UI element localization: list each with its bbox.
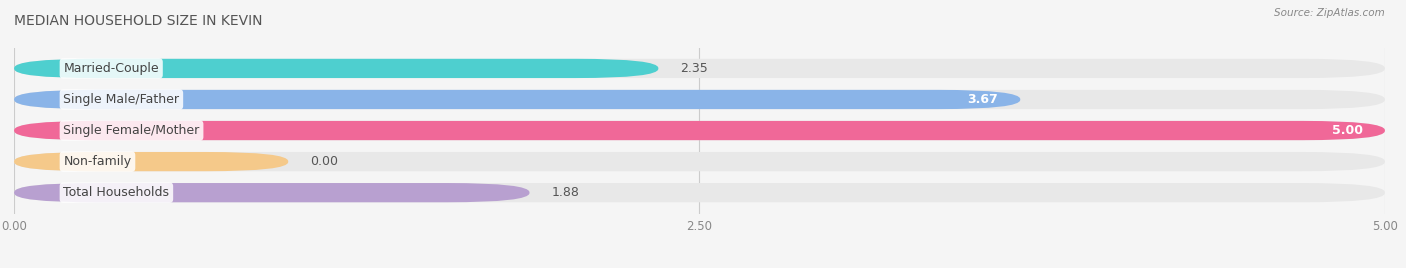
FancyBboxPatch shape xyxy=(14,183,530,202)
Text: 3.67: 3.67 xyxy=(967,93,998,106)
FancyBboxPatch shape xyxy=(14,59,1385,78)
FancyBboxPatch shape xyxy=(14,121,1385,140)
FancyBboxPatch shape xyxy=(14,59,658,78)
FancyBboxPatch shape xyxy=(14,152,1385,171)
Text: Married-Couple: Married-Couple xyxy=(63,62,159,75)
Text: 2.35: 2.35 xyxy=(681,62,709,75)
FancyBboxPatch shape xyxy=(14,183,1385,202)
Text: 0.00: 0.00 xyxy=(311,155,339,168)
Text: Single Female/Mother: Single Female/Mother xyxy=(63,124,200,137)
Text: Source: ZipAtlas.com: Source: ZipAtlas.com xyxy=(1274,8,1385,18)
Text: Total Households: Total Households xyxy=(63,186,169,199)
FancyBboxPatch shape xyxy=(14,121,1385,140)
FancyBboxPatch shape xyxy=(14,90,1385,109)
FancyBboxPatch shape xyxy=(14,90,1021,109)
Text: 5.00: 5.00 xyxy=(1331,124,1362,137)
Text: Single Male/Father: Single Male/Father xyxy=(63,93,180,106)
Text: Non-family: Non-family xyxy=(63,155,132,168)
FancyBboxPatch shape xyxy=(14,152,288,171)
Text: MEDIAN HOUSEHOLD SIZE IN KEVIN: MEDIAN HOUSEHOLD SIZE IN KEVIN xyxy=(14,14,263,28)
Text: 1.88: 1.88 xyxy=(551,186,579,199)
